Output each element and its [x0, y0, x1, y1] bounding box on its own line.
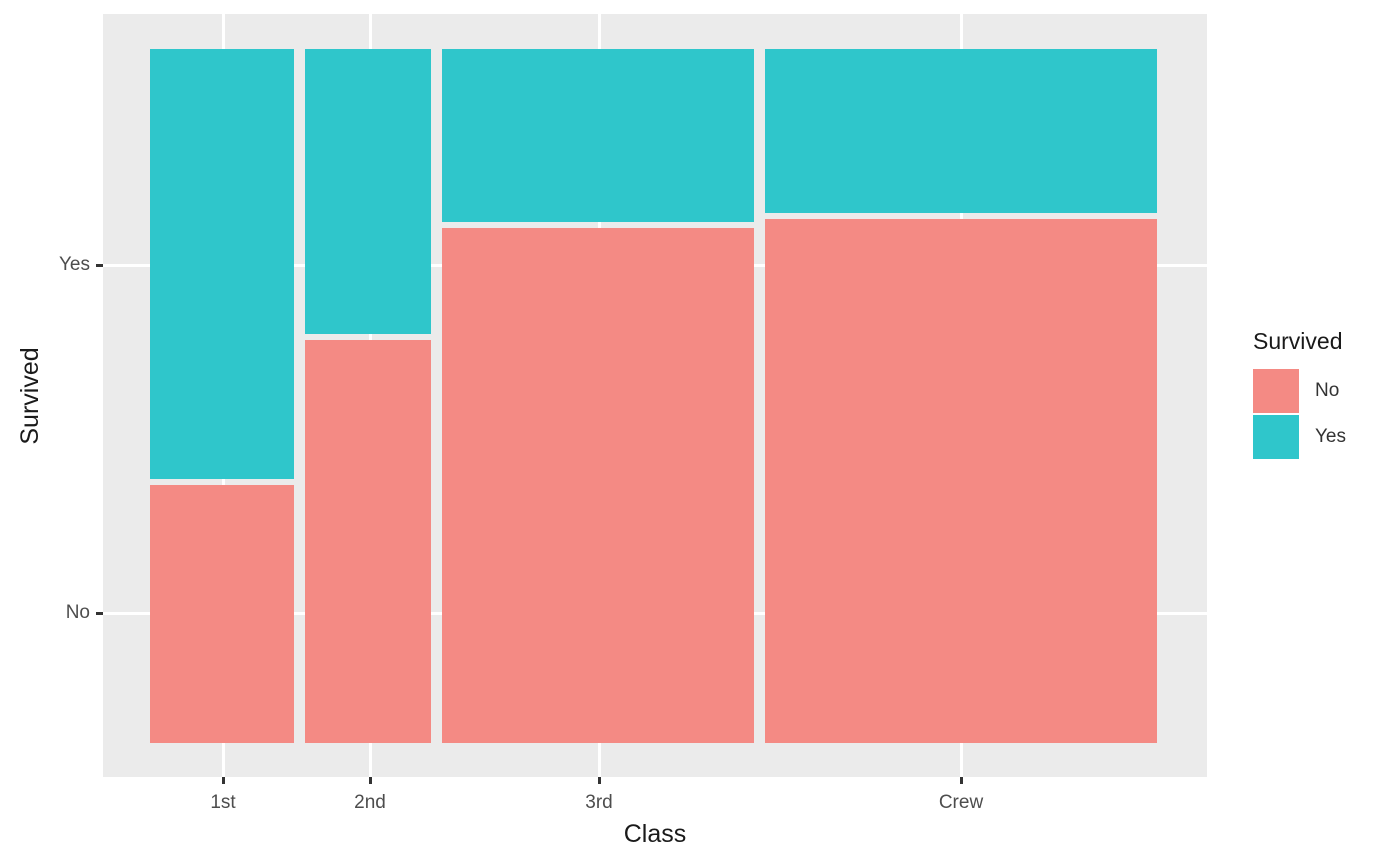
x-tick-crew — [960, 777, 963, 784]
y-tick-yes — [96, 264, 103, 267]
y-tick-no — [96, 612, 103, 615]
legend-title: Survived — [1253, 328, 1343, 354]
mosaic-segment-1st-no — [150, 485, 295, 743]
y-axis-title: Survived — [16, 347, 44, 445]
mosaic-segment-3rd-yes — [441, 49, 755, 223]
mosaic-segment-1st-yes — [150, 49, 295, 479]
y-tick-label-yes: Yes — [59, 254, 90, 275]
mosaic-segment-3rd-no — [441, 228, 755, 743]
x-axis-title: Class — [623, 820, 687, 848]
x-tick-label-2nd: 2nd — [354, 792, 386, 813]
mosaic-segment-2nd-no — [305, 339, 431, 743]
x-tick-2nd — [369, 777, 372, 784]
mosaic-segment-2nd-yes — [305, 49, 431, 334]
legend-swatch-yes — [1253, 415, 1299, 459]
x-tick-label-crew: Crew — [938, 792, 984, 813]
legend-swatch-no — [1253, 369, 1299, 413]
mosaic-segment-crew-no — [765, 219, 1157, 743]
y-tick-label-no: No — [65, 602, 90, 623]
mosaic-segment-crew-yes — [765, 49, 1157, 214]
x-tick-3rd — [598, 777, 601, 784]
legend: Survived No Yes — [1253, 328, 1393, 461]
x-tick-label-3rd: 3rd — [585, 792, 613, 813]
legend-entry-no: No — [1253, 369, 1393, 413]
x-tick-1st — [222, 777, 225, 784]
plot-panel — [103, 14, 1207, 777]
legend-label-yes: Yes — [1315, 426, 1346, 447]
legend-label-no: No — [1315, 380, 1340, 401]
legend-entry-yes: Yes — [1253, 415, 1393, 459]
x-tick-label-1st: 1st — [210, 792, 236, 813]
